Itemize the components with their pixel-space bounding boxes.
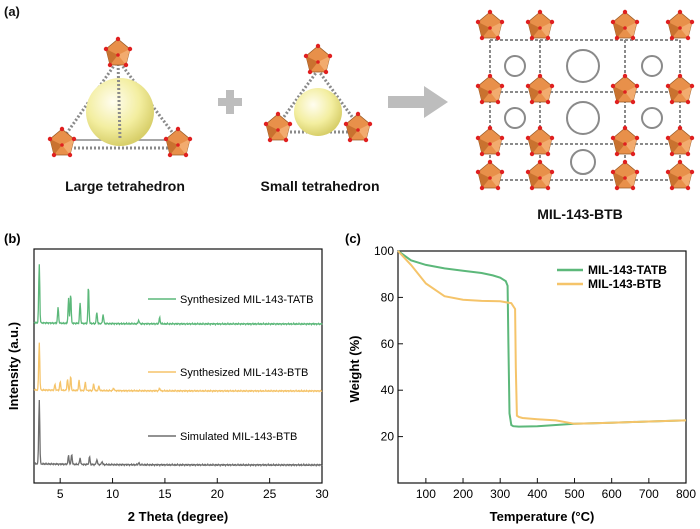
xrd-series-label: Synthesized MIL-143-BTB — [180, 367, 308, 379]
tga-chart: (c) 100 200 300 400 500 600 700 80020406080100 … — [345, 231, 696, 524]
panel-label-c: (c) — [345, 231, 361, 246]
xrd-x-tick-label: 25 — [263, 487, 277, 501]
tga-y-tick-label: 40 — [381, 383, 395, 397]
panel-label-a: (a) — [4, 4, 20, 19]
tga-x-tick-label: 800 — [676, 487, 696, 501]
xrd-series-label: Simulated MIL-143-BTB — [180, 431, 297, 443]
tga-x-tick-label: 200 — [453, 487, 473, 501]
right-arrow-icon — [388, 86, 448, 118]
xrd-x-tick-label: 10 — [106, 487, 120, 501]
tga-x-axis-label: Temperature (°C) — [490, 509, 595, 524]
xrd-x-tick-label: 30 — [315, 487, 329, 501]
framework-structure — [475, 9, 695, 191]
tga-y-axis-label: Weight (%) — [347, 336, 362, 403]
panel-a-illustration — [47, 9, 695, 191]
xrd-y-axis-label: Intensity (a.u.) — [6, 322, 21, 410]
xrd-series-label: Synthesized MIL-143-TATB — [180, 294, 313, 306]
xrd-x-tick-label: 5 — [57, 487, 64, 501]
large-tetrahedron-caption: Large tetrahedron — [65, 178, 185, 194]
tga-legend-label: MIL-143-TATB — [588, 263, 667, 277]
tga-plot-frame — [397, 250, 687, 484]
tga-legend-label: MIL-143-BTB — [588, 277, 662, 291]
xrd-series-line — [33, 264, 323, 327]
tga-series-line — [397, 250, 687, 428]
xrd-chart: (b) 5 10 15 20 25 30 Synthesized MIL-143-TATB… — [4, 231, 329, 524]
tga-x-tick-label: 600 — [602, 487, 622, 501]
panel-label-b: (b) — [4, 231, 21, 246]
tga-y-tick-label: 80 — [381, 290, 395, 304]
tga-x-tick-label: 300 — [490, 487, 510, 501]
tga-x-tick-label: 400 — [527, 487, 547, 501]
small-tetrahedron — [263, 43, 373, 143]
xrd-x-axis-label: 2 Theta (degree) — [128, 509, 228, 524]
tga-x-tick-label: 500 — [565, 487, 585, 501]
tga-x-tick-label: 700 — [639, 487, 659, 501]
xrd-x-tick-label: 20 — [211, 487, 225, 501]
large-tetrahedron — [47, 36, 193, 158]
tga-x-tick-label: 100 — [416, 487, 436, 501]
tga-y-tick-label: 100 — [374, 244, 394, 258]
framework-caption: MIL-143-BTB — [537, 206, 623, 222]
small-tetrahedron-caption: Small tetrahedron — [260, 178, 380, 194]
small-cavity-sphere — [294, 88, 342, 136]
xrd-plot-frame — [33, 248, 323, 484]
tga-series-line — [397, 250, 687, 425]
xrd-series-line — [33, 342, 323, 393]
xrd-x-tick-label: 15 — [158, 487, 172, 501]
tga-y-tick-label: 20 — [381, 430, 395, 444]
xrd-series-line — [33, 399, 323, 468]
plus-icon — [218, 90, 242, 114]
tga-y-tick-label: 60 — [381, 337, 395, 351]
